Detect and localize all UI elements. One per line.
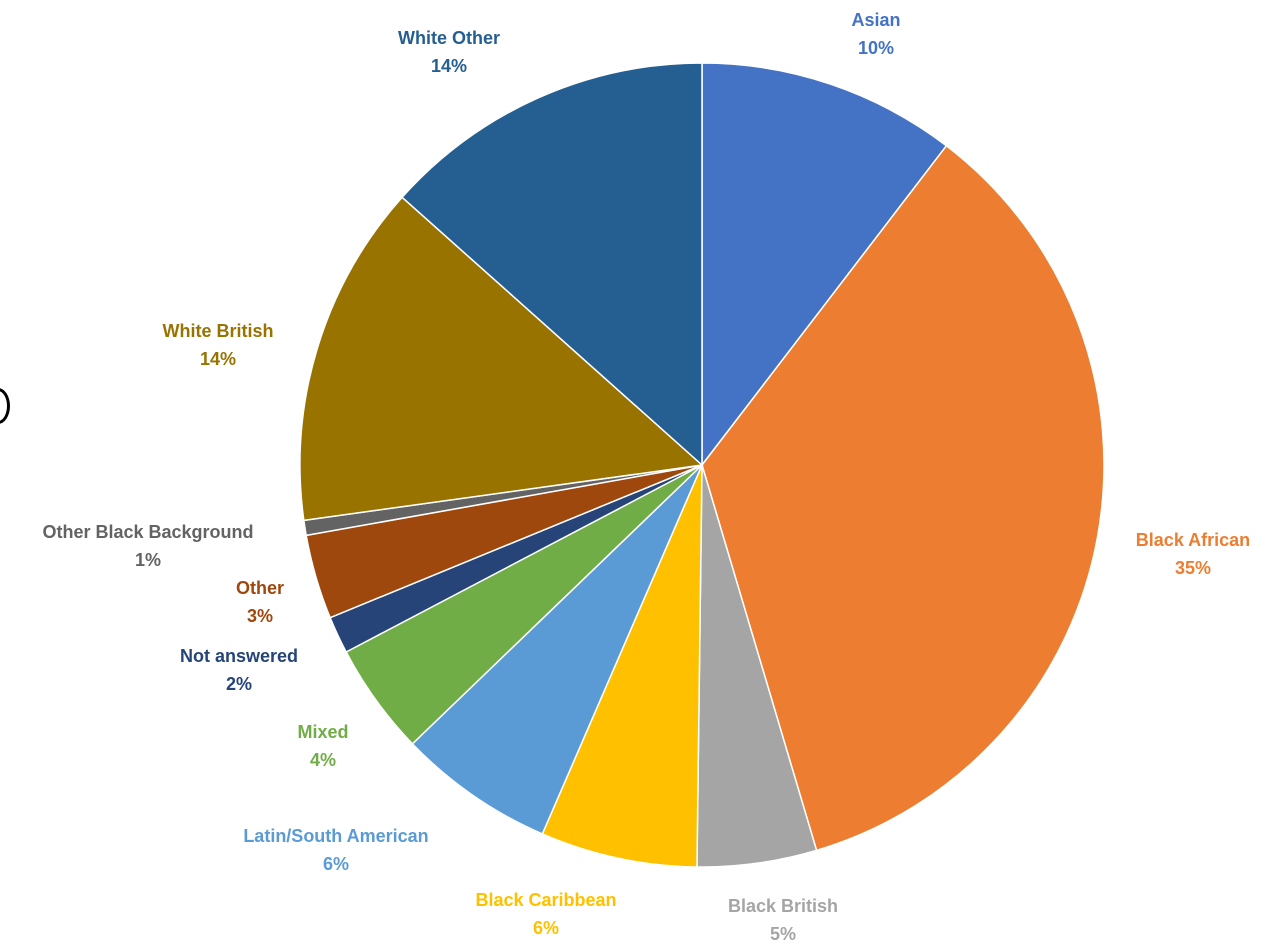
slice-category-label: Not answered: [180, 646, 298, 666]
slice-label-black-african: Black African 35%: [1136, 530, 1250, 578]
slice-label-black-british: Black British 5%: [728, 896, 838, 944]
slice-percent-label: 1%: [135, 550, 161, 570]
pie-labels: Asian 10%Black African 35%Black British 5%B…: [42, 10, 1250, 944]
pie-slice-asian: [701, 62, 948, 468]
pie-slices: [299, 62, 1105, 868]
slice-category-label: Latin/South American: [243, 826, 428, 846]
slice-label-other: Other 3%: [236, 578, 284, 626]
slice-category-label: Mixed: [297, 722, 348, 742]
slice-label-other-black-background: Other Black Background 1%: [42, 522, 253, 570]
pie-slice-white-british: [299, 196, 704, 522]
pie-slice-white-other: [401, 62, 703, 467]
slice-label-latin-south-american: Latin/South American 6%: [243, 826, 428, 874]
pie-slice-black-african: [701, 144, 1105, 852]
slice-label-mixed: Mixed 4%: [297, 722, 348, 770]
slice-percent-label: 14%: [200, 349, 236, 369]
slice-percent-label: 3%: [247, 606, 273, 626]
slice-category-label: Other Black Background: [42, 522, 253, 542]
slice-percent-label: 4%: [310, 750, 336, 770]
slice-percent-label: 35%: [1175, 558, 1211, 578]
slice-percent-label: 10%: [858, 38, 894, 58]
slice-category-label: Other: [236, 578, 284, 598]
slice-percent-label: 14%: [431, 56, 467, 76]
slice-label-asian: Asian 10%: [851, 10, 900, 58]
slice-percent-label: 5%: [770, 924, 796, 944]
slice-percent-label: 6%: [533, 918, 559, 938]
slice-percent-label: 6%: [323, 854, 349, 874]
slice-percent-label: 2%: [226, 674, 252, 694]
slice-label-white-british: White British 14%: [163, 321, 274, 369]
slice-category-label: White British: [163, 321, 274, 341]
slice-label-not-answered: Not answered 2%: [180, 646, 298, 694]
slice-category-label: Black British: [728, 896, 838, 916]
slice-category-label: White Other: [398, 28, 500, 48]
slice-category-label: Black Caribbean: [475, 890, 616, 910]
slice-category-label: Black African: [1136, 530, 1250, 550]
slice-label-black-caribbean: Black Caribbean 6%: [475, 890, 616, 938]
pie-slice-latin-south-american: [411, 464, 703, 835]
pie-slice-black-caribbean: [541, 464, 703, 868]
slice-label-white-other: White Other 14%: [398, 28, 500, 76]
slice-category-label: Asian: [851, 10, 900, 30]
